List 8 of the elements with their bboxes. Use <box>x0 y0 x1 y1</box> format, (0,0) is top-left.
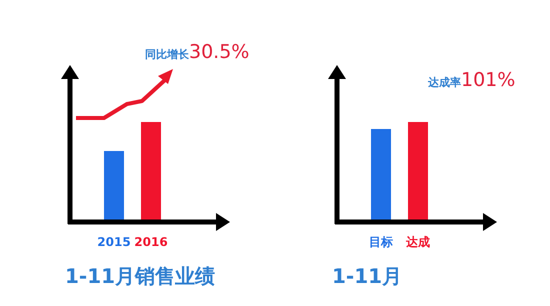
text: 1-11月 <box>332 264 402 288</box>
x-tick-label: 2016 <box>134 235 168 249</box>
text: 同比增长30.5% <box>145 41 250 63</box>
x-tick-label: 2015 <box>97 235 131 249</box>
x-tick-label: 达成 <box>405 235 430 249</box>
x-tick-label: 目标 <box>369 235 393 249</box>
text: 1-11月销售业绩 <box>65 264 216 288</box>
text: 达成率101% <box>427 69 516 91</box>
